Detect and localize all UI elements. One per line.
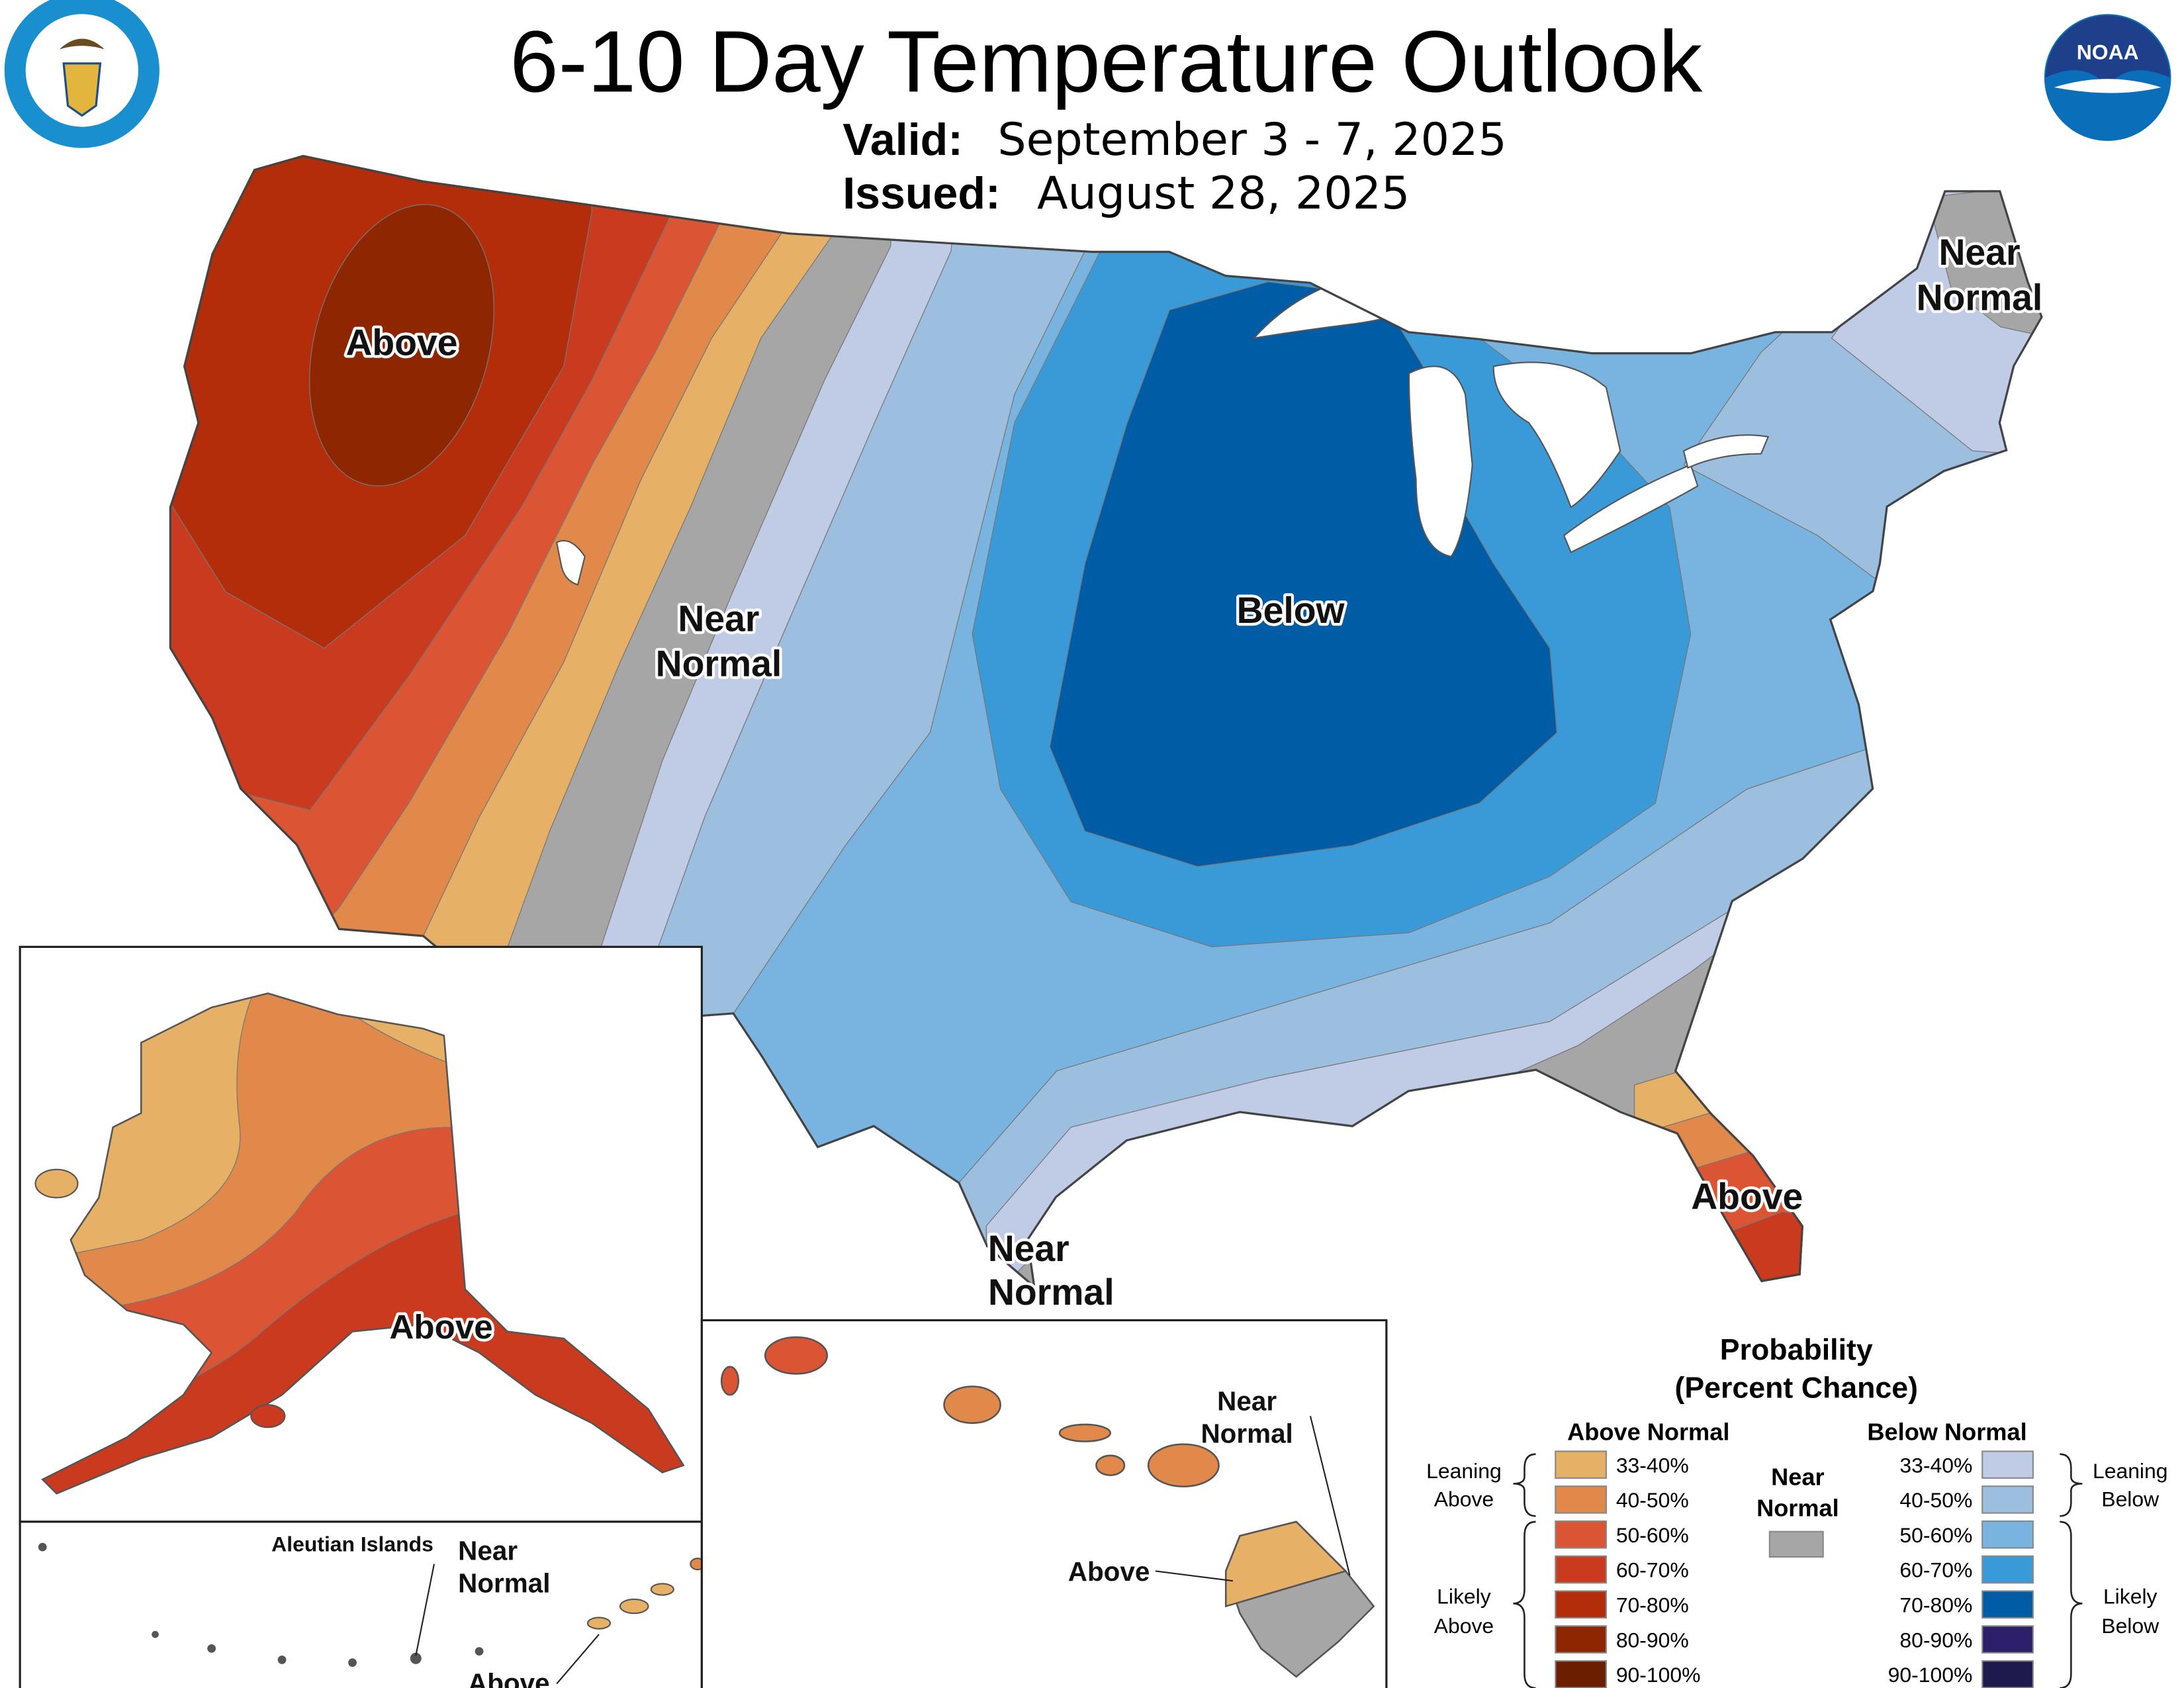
label-northeast-near-2: Normal [1917,277,2043,318]
label-texas-near-1: Near [988,1228,1069,1269]
noaa-logo-text: NOAA [2077,40,2139,64]
legend-below-range-3: 60-70% [1899,1558,1972,1582]
page-title: 6-10 Day Temperature Outlook [510,13,1703,110]
label-west-near-2: Normal [656,643,782,684]
label-aleutian-above: Above [468,1667,550,1688]
legend-below-swatch-6 [1981,1660,2034,1688]
valid-value: September 3 - 7, 2025 [997,114,1506,166]
legend-below-range-2: 50-60% [1899,1523,1972,1547]
legend-below-range-6: 90-100% [1888,1663,1973,1687]
legend-below-swatch-1 [1981,1485,2034,1514]
legend-above-swatch-3 [1555,1555,1607,1584]
legend-above-swatch-5 [1555,1625,1607,1654]
label-aleutian-near-1: Near [458,1535,518,1566]
legend-above-swatch-2 [1555,1520,1607,1549]
legend-title-1: Probability [1720,1334,1873,1366]
noaa-logo-icon: NOAA [2044,14,2171,141]
hawaii-islands [720,1336,1375,1678]
legend-below-range-0: 33-40% [1899,1453,1972,1477]
label-hawaii-near-2: Normal [1201,1419,1293,1449]
label-northwest-above: Above [345,322,457,363]
legend-below-range-4: 70-80% [1899,1593,1972,1617]
label-hawaii-near-1: Near [1217,1386,1277,1417]
legend-above-range-2: 50-60% [1616,1523,1689,1547]
legend-above-swatch-0 [1555,1450,1607,1479]
legend-above-range-1: 40-50% [1616,1488,1689,1512]
legend-leaning-below-2: Below [2101,1487,2160,1511]
legend-above-swatch-4 [1555,1590,1607,1619]
label-hawaii-above: Above [1068,1556,1150,1587]
legend-leaning-above-1: Leaning [1426,1459,1502,1483]
label-northeast-near-1: Near [1938,232,2020,273]
legend-near-1: Near [1771,1463,1824,1490]
issued-value: August 28, 2025 [1037,167,1410,220]
department-of-commerce-seal-icon [4,0,159,148]
legend-below-swatch-4 [1981,1590,2034,1619]
label-alaska-above: Above [390,1308,493,1346]
legend-below-swatch-2 [1981,1520,2034,1549]
legend-title-2: (Percent Chance) [1675,1372,1919,1405]
legend-likely-above-1: Likely [1437,1584,1491,1608]
label-aleutian-islands: Aleutian Islands [271,1532,433,1556]
legend-leaning-above-2: Above [1434,1487,1494,1511]
legend-above-header: Above Normal [1567,1418,1729,1445]
label-aleutian-near-2: Normal [458,1568,550,1598]
issued-label: Issued: [842,168,1000,218]
legend-likely-below-2: Below [2101,1614,2160,1638]
legend-above-swatch-1 [1555,1485,1607,1514]
legend-above-swatch-6 [1555,1660,1607,1688]
legend-near-2: Normal [1756,1494,1839,1521]
legend-above-range-5: 80-90% [1616,1628,1689,1652]
legend-likely-below-1: Likely [2103,1584,2158,1608]
legend: Probability (Percent Chance) Above Norma… [1426,1334,2168,1688]
legend-below-swatch-0 [1981,1450,2034,1479]
legend-above-range-4: 70-80% [1616,1593,1689,1617]
legend-above-range-6: 90-100% [1616,1663,1701,1687]
label-central-below: Below [1237,590,1345,631]
label-west-near-1: Near [678,598,759,639]
legend-above-range-3: 60-70% [1616,1558,1689,1582]
legend-below-swatch-5 [1981,1625,2034,1654]
legend-leaning-below-1: Leaning [2093,1459,2168,1483]
label-florida-above: Above [1691,1176,1803,1217]
valid-label: Valid: [842,115,963,165]
label-texas-near-2: Normal [988,1272,1115,1313]
legend-above-range-0: 33-40% [1616,1453,1689,1477]
legend-below-swatch-3 [1981,1555,2034,1584]
legend-below-range-1: 40-50% [1899,1488,1972,1512]
legend-below-header: Below Normal [1867,1418,2026,1445]
legend-below-range-5: 80-90% [1899,1628,1972,1652]
legend-likely-above-2: Above [1434,1614,1494,1638]
legend-near-swatch [1768,1530,1824,1558]
